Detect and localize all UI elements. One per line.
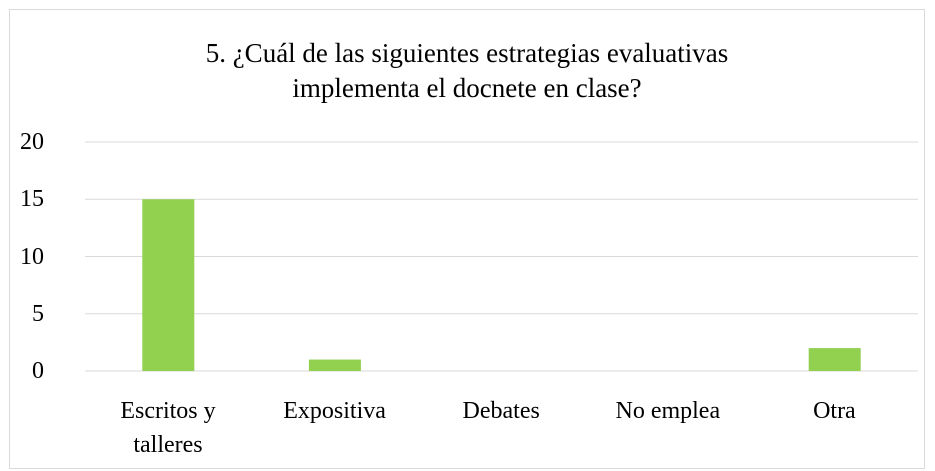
y-tick-label: 10: [20, 243, 44, 270]
x-tick-label: Otra: [813, 398, 856, 424]
y-tick-label: 5: [32, 300, 44, 327]
y-tick-label: 20: [20, 129, 44, 155]
chart-title: 5. ¿Cuál de las siguientes estrategias e…: [205, 38, 729, 103]
x-tick-label: Debates: [462, 398, 540, 424]
x-tick-label: Expositiva: [283, 398, 386, 424]
y-tick-label: 15: [20, 186, 44, 213]
chart-border: [9, 9, 925, 469]
bar: [308, 359, 361, 371]
y-tick-label: 0: [32, 358, 44, 384]
bar: [142, 199, 195, 371]
x-tick-label: Escritos y talleres: [120, 398, 216, 458]
x-tick-label: No emplea: [615, 398, 721, 424]
bar: [808, 348, 861, 371]
